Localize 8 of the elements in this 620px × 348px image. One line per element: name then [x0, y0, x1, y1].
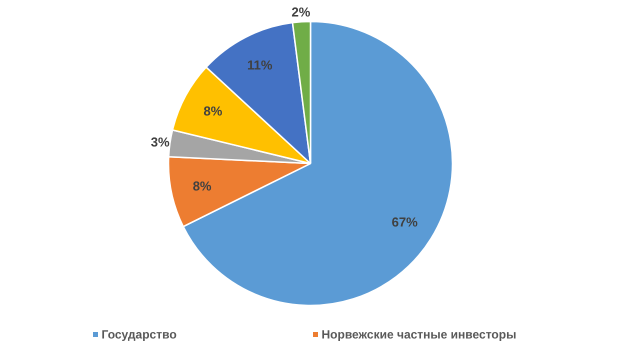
data-label: 8% — [203, 104, 223, 119]
data-label: 3% — [150, 134, 170, 150]
data-label: 2% — [291, 4, 311, 20]
legend-label: Норвежские частные инвесторы — [322, 328, 516, 342]
data-label: 8% — [192, 178, 212, 194]
legend-label: Государство — [102, 328, 177, 342]
data-label: 67% — [392, 214, 418, 230]
data-label: 11% — [247, 58, 273, 73]
